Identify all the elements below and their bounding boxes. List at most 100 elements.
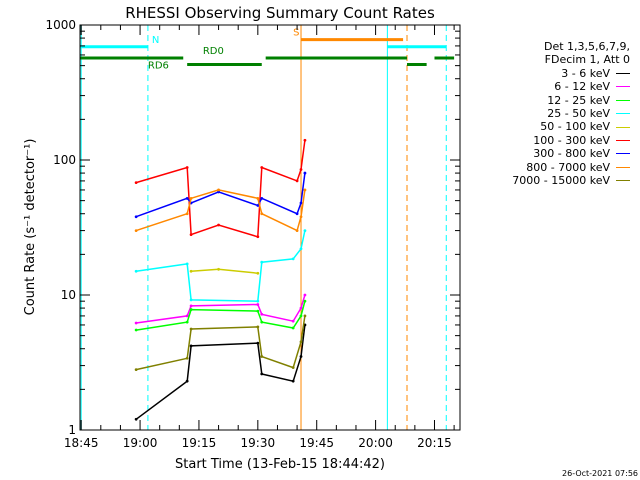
series-5-point-3	[217, 223, 220, 227]
y-axis-label: Count Rate (s⁻¹ detector⁻¹)	[23, 139, 38, 316]
series-line-1	[135, 294, 306, 324]
series-4-point-0	[189, 269, 193, 273]
series-5-point-5	[260, 166, 264, 169]
flag-label-n: N	[152, 35, 159, 46]
series-3-point-3	[256, 299, 260, 303]
legend-item-5: 100 - 300 keV	[512, 134, 630, 147]
series-line-7	[135, 189, 306, 232]
timestamp: 26-Oct-2021 07:56	[562, 469, 638, 478]
series-5-point-8	[303, 138, 307, 142]
series-6-point-5	[260, 196, 264, 200]
series-7-point-4	[256, 196, 260, 200]
legend-swatch-4	[616, 126, 630, 128]
legend-label-0: 3 - 6 keV	[561, 66, 610, 80]
y-tick-label-2: 100	[53, 153, 76, 167]
series-6-point-0	[134, 215, 138, 219]
series-1-point-2	[189, 304, 193, 308]
flag-label-s: S	[293, 28, 299, 39]
legend-item-2: 12 - 25 keV	[512, 94, 630, 107]
series-line-6	[135, 173, 306, 218]
legend-label-8: 7000 - 15000 keV	[512, 174, 610, 188]
series-6-point-6	[295, 212, 299, 216]
x-tick-label-3: 19:30	[241, 436, 276, 450]
flag-label-rd0: RD0	[203, 46, 224, 57]
series-6-point-8	[303, 171, 307, 175]
series-3-point-0	[134, 269, 138, 273]
legend-item-1: 6 - 12 keV	[512, 80, 630, 93]
legend-item-0: 3 - 6 keV	[512, 67, 630, 80]
series-5-point-4	[256, 235, 260, 239]
legend-swatch-7	[616, 166, 630, 168]
legend-swatch-6	[616, 153, 630, 155]
series-7-point-1	[185, 212, 189, 216]
series-1-point-6	[299, 306, 303, 310]
x-tick-label-5: 20:00	[358, 436, 393, 450]
legend-label-1: 6 - 12 keV	[554, 80, 610, 94]
series-6-point-3	[217, 190, 220, 194]
legend-item-4: 50 - 100 keV	[512, 120, 630, 133]
series-5-point-7	[299, 168, 303, 171]
series-2-point-7	[303, 299, 307, 303]
series-7-point-3	[217, 188, 220, 192]
legend-label-4: 50 - 100 keV	[540, 120, 610, 134]
series-1-point-5	[291, 319, 295, 323]
series-0-point-5	[291, 379, 295, 383]
series-7-point-8	[303, 188, 307, 192]
legend-item-6: 300 - 800 keV	[512, 147, 630, 160]
series-2-point-5	[291, 326, 295, 330]
series-2-point-4	[260, 320, 264, 324]
series-2-point-3	[256, 309, 260, 313]
legend-header-1: Det 1,3,5,6,7,9,	[543, 40, 630, 53]
series-4-point-1	[217, 267, 220, 271]
series-3-point-2	[189, 298, 193, 302]
series-3-point-6	[299, 247, 303, 251]
series-line-0	[135, 324, 306, 420]
series-7-point-7	[299, 215, 303, 219]
series-8-point-3	[256, 325, 260, 329]
series-6-point-1	[185, 196, 189, 200]
series-3-point-5	[291, 257, 295, 261]
legend-swatch-2	[616, 99, 630, 101]
x-tick-label-4: 19:45	[299, 436, 334, 450]
series-8-point-5	[291, 366, 295, 369]
chart-title: RHESSI Observing Summary Count Rates	[125, 4, 435, 22]
series-line-4	[191, 268, 258, 274]
legend-label-7: 800 - 7000 keV	[526, 160, 610, 174]
series-8-point-7	[303, 314, 307, 318]
y-tick-label-3: 1000	[45, 18, 76, 32]
series-6-point-7	[299, 201, 303, 205]
legend-label-6: 300 - 800 keV	[533, 147, 610, 161]
series-6-point-4	[256, 204, 260, 207]
series-2-point-0	[134, 328, 138, 332]
y-tick-label-0: 1	[68, 423, 76, 437]
legend-label-3: 25 - 50 keV	[547, 107, 610, 121]
series-2-point-1	[185, 320, 189, 324]
legend-header-2: FDecim 1, Att 0	[544, 53, 630, 67]
series-1-point-0	[134, 321, 138, 325]
series-5-point-2	[189, 233, 193, 237]
legend: Det 1,3,5,6,7,9, FDecim 1, Att 0 3 - 6 k…	[512, 40, 630, 187]
legend-item-8: 7000 - 15000 keV	[512, 174, 630, 187]
series-2-point-2	[189, 308, 193, 311]
legend-swatch-0	[616, 73, 630, 75]
flag-label-rd6: RD6	[148, 60, 169, 71]
series-1-point-4	[260, 312, 264, 316]
x-tick-label-6: 20:15	[417, 436, 452, 450]
series-3-point-7	[303, 229, 307, 232]
series-8-point-6	[299, 340, 303, 344]
series-0-point-4	[260, 372, 264, 376]
series-3-point-4	[260, 260, 264, 264]
series-7-point-0	[134, 229, 138, 232]
legend-swatch-3	[616, 113, 630, 115]
series-0-point-6	[299, 355, 303, 358]
series-0-point-3	[256, 341, 260, 345]
legend-label-2: 12 - 25 keV	[547, 93, 610, 107]
x-tick-label-0: 18:45	[64, 436, 99, 450]
legend-item-7: 800 - 7000 keV	[512, 161, 630, 174]
series-3-point-1	[185, 262, 189, 266]
series-4-point-2	[256, 271, 260, 275]
legend-swatch-1	[616, 86, 630, 88]
series-5-point-6	[295, 179, 299, 183]
legend-swatch-5	[616, 140, 630, 142]
legend-rows: 3 - 6 keV 6 - 12 keV 12 - 25 keV 25 - 50 ke…	[512, 67, 630, 188]
